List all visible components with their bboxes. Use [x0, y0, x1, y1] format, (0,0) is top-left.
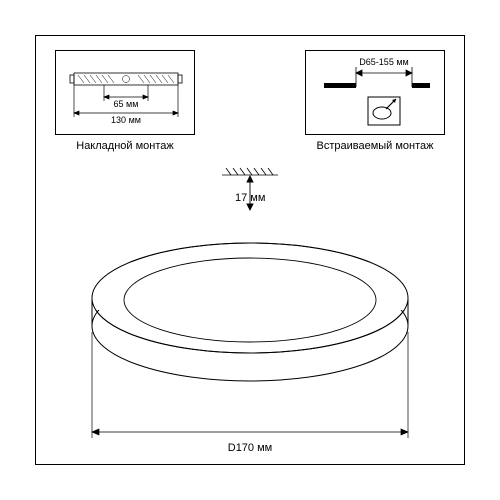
depth-label: 17 мм — [235, 192, 265, 204]
main-diagram — [0, 0, 500, 500]
diameter-label: D170 мм — [0, 442, 500, 454]
